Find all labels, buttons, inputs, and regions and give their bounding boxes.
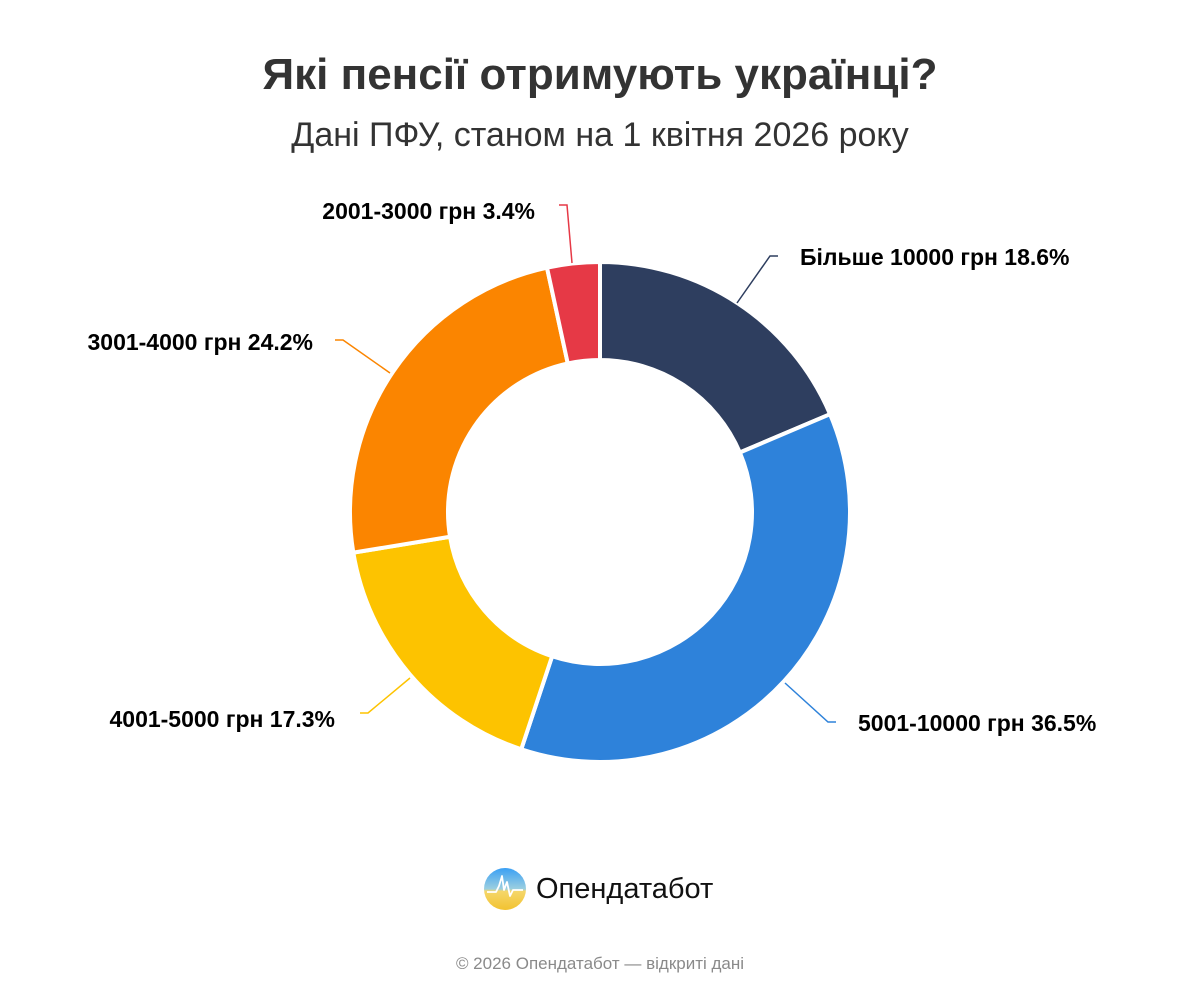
leader-line-5 bbox=[559, 204, 573, 264]
leader-line-3 bbox=[360, 677, 411, 714]
brand-logo: Опендатабот bbox=[484, 868, 713, 910]
donut-slice-1 bbox=[598, 260, 833, 455]
data-label-1: Більше 10000 грн 18.6% bbox=[800, 244, 1070, 270]
donut-slice-4 bbox=[348, 265, 570, 555]
data-label-3: 4001-5000 грн 17.3% bbox=[109, 706, 335, 732]
chart-subtitle: Дані ПФУ, станом на 1 квітня 2026 року bbox=[291, 116, 909, 154]
leader-line-1 bbox=[736, 255, 778, 304]
chart-title: Які пенсії отримують українці? bbox=[262, 50, 938, 99]
footer-copyright: © 2026 Опендатабот — відкриті дані bbox=[455, 954, 745, 973]
donut-slice-2 bbox=[519, 412, 852, 764]
brand-name: Опендатабот bbox=[536, 872, 714, 905]
data-label-2: 5001-10000 грн 36.5% bbox=[858, 710, 1096, 736]
leader-line-2 bbox=[784, 682, 836, 723]
data-label-5: 2001-3000 грн 3.4% bbox=[322, 198, 535, 224]
leader-line-4 bbox=[335, 339, 391, 374]
donut-slice-3 bbox=[351, 534, 555, 752]
donut-slice-5 bbox=[544, 260, 602, 366]
data-label-4: 3001-4000 грн 24.2% bbox=[87, 329, 313, 355]
opendatabot-logo-icon bbox=[484, 868, 526, 910]
